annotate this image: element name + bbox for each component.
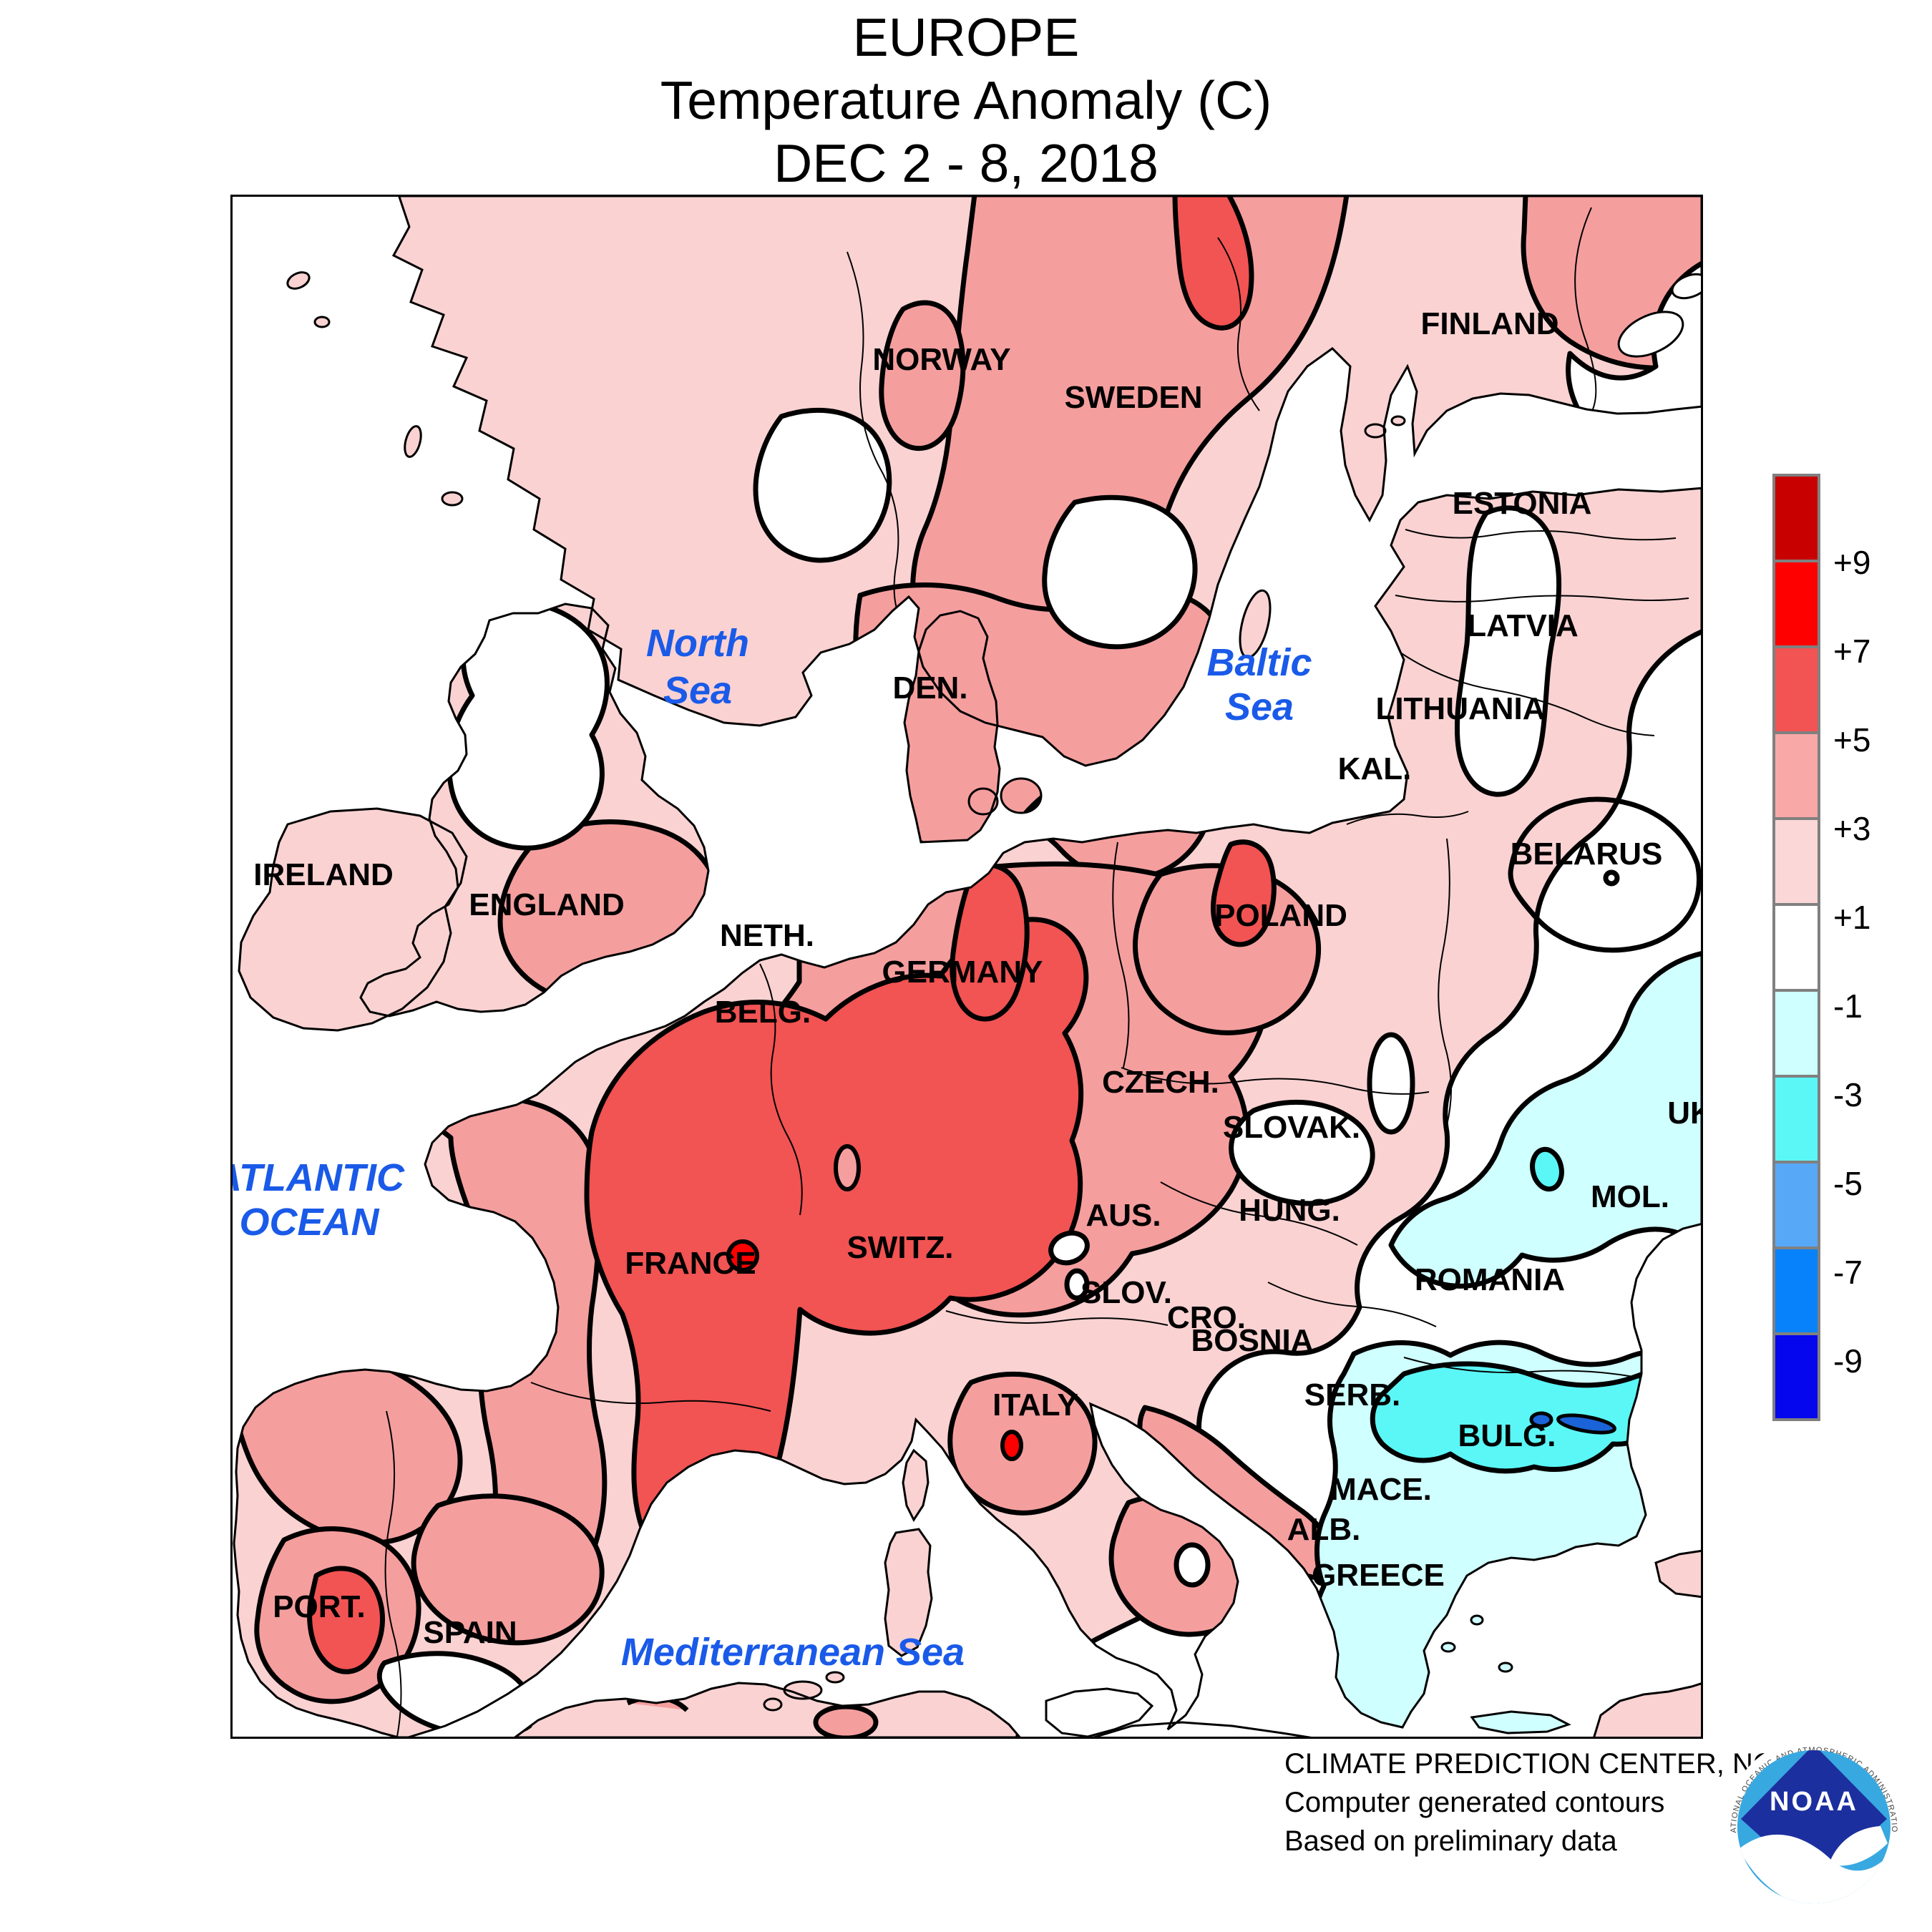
country-label-england: ENGLAND: [469, 887, 625, 922]
colorbar-cell-0: [1772, 474, 1820, 562]
country-label-mol: MOL.: [1591, 1179, 1669, 1214]
credit-data: Based on preliminary data: [1284, 1825, 1617, 1857]
map-title: EUROPE: [852, 7, 1080, 67]
contour-minus3-regions: [1370, 1146, 1667, 1474]
country-label-mace: MACE.: [1330, 1472, 1432, 1507]
country-label-switz: SWITZ.: [847, 1230, 953, 1265]
country-label-latvia: LATVIA: [1467, 608, 1579, 643]
colorbar-cell-9: [1772, 1246, 1820, 1335]
colorbar-cell-7: [1772, 1075, 1820, 1163]
europe-anomaly-map: NorthSeaBalticSeaATLANTICOCEANMediterran…: [230, 195, 1703, 1739]
contour-plus5-regions: [307, 195, 1277, 1674]
contour-minus7-spots: [1529, 1411, 1616, 1435]
logo-noaa-text: NOAA: [1770, 1787, 1858, 1817]
sea-label-baltic: Baltic: [1206, 641, 1312, 684]
country-label-finland: FINLAND: [1420, 306, 1558, 341]
colorbar-tick--7: -7: [1833, 1254, 1863, 1291]
map-subtitle: Temperature Anomaly (C): [660, 70, 1272, 130]
country-borders: [384, 207, 1689, 1739]
map-frame: [230, 195, 1703, 1739]
credit-contours: Computer generated contours: [1284, 1787, 1665, 1818]
colorbar-tick--3: -3: [1833, 1076, 1863, 1113]
country-label-slov: SLOV.: [1080, 1275, 1172, 1310]
neutral-white-pockets: [376, 260, 1703, 1739]
country-label-ireland: IRELAND: [253, 857, 394, 892]
sea-label-sea: Sea: [1225, 686, 1294, 728]
country-label-uk: UK: [1667, 1096, 1703, 1131]
logo-gull-body: [1739, 1834, 1890, 1903]
sea-labels: NorthSeaBalticSeaATLANTICOCEANMediterran…: [230, 622, 1312, 1674]
sea-label-atlantic: ATLANTIC: [230, 1156, 405, 1199]
sea-label-sea: Sea: [663, 669, 732, 712]
country-label-kal: KAL.: [1338, 751, 1412, 786]
country-label-czech: CZECH.: [1102, 1065, 1219, 1100]
country-label-romania: ROMANIA: [1415, 1262, 1565, 1297]
colorbar-tick--9: -9: [1833, 1342, 1863, 1380]
map-date-range: DEC 2 - 8, 2018: [774, 133, 1158, 193]
country-label-hung: HUNG.: [1239, 1193, 1340, 1228]
noaa-logo: NATIONAL OCEANIC AND ATMOSPHERIC ADMINIS…: [1723, 1736, 1903, 1916]
colorbar-tick-+9: +9: [1833, 544, 1871, 581]
colorbar-cell-3: [1772, 731, 1820, 820]
colorbar-tick--5: -5: [1833, 1165, 1863, 1202]
colorbar-tick-+1: +1: [1833, 899, 1871, 936]
colorbar-cell-6: [1772, 989, 1820, 1078]
country-label-germany: GERMANY: [882, 955, 1043, 990]
sea-label-ocean: OCEAN: [239, 1201, 379, 1244]
country-label-bulg: BULG.: [1458, 1418, 1556, 1453]
salmon-pocket: [834, 1144, 861, 1191]
country-label-bosnia: BOSNIA: [1191, 1323, 1313, 1358]
country-label-belg: BELG.: [715, 995, 811, 1030]
country-label-alb: ALB.: [1287, 1512, 1361, 1547]
country-label-france: FRANCE: [625, 1246, 756, 1281]
logo-gull-wing: [1830, 1826, 1888, 1866]
lakes: [1617, 273, 1703, 358]
contour-plus7-spots: [726, 1239, 1023, 1461]
country-label-norway: NORWAY: [872, 342, 1010, 377]
country-label-greece: GREECE: [1312, 1558, 1445, 1593]
country-label-port: PORT.: [273, 1589, 366, 1624]
country-label-lithuania: LITHUANIA: [1375, 691, 1545, 726]
country-label-spain: SPAIN: [423, 1615, 517, 1650]
sea-label-mediterraneansea: Mediterranean Sea: [621, 1631, 965, 1674]
anomaly-colorbar: [1772, 474, 1820, 1421]
country-label-cro: CRO.: [1167, 1300, 1246, 1335]
country-label-aus: AUS.: [1085, 1198, 1161, 1233]
country-label-poland: POLAND: [1214, 898, 1347, 933]
country-label-belarus: BELARUS: [1511, 836, 1663, 872]
belarus-contour-loop: [1508, 796, 1702, 953]
country-labels: NORWAY SWEDEN FINLAND ESTONIA LATVIA LITHUANI…: [253, 306, 1703, 1650]
country-label-estonia: ESTONIA: [1453, 486, 1592, 521]
colorbar-tick-+7: +7: [1833, 633, 1871, 670]
country-label-italy: ITALY: [992, 1387, 1078, 1423]
colorbar-tick-+5: +5: [1833, 721, 1871, 758]
colorbar-cell-5: [1772, 903, 1820, 992]
colorbar-cell-4: [1772, 817, 1820, 906]
colorbar-tick-+3: +3: [1833, 810, 1871, 847]
country-label-neth: NETH.: [720, 918, 814, 953]
country-label-serb: SERB.: [1304, 1377, 1400, 1413]
colorbar-cell-8: [1772, 1161, 1820, 1249]
colorbar-cell-2: [1772, 645, 1820, 734]
colorbar-cell-10: [1772, 1332, 1820, 1421]
country-label-slovak: SLOVAK.: [1223, 1110, 1360, 1145]
country-label-sweden: SWEDEN: [1064, 380, 1202, 415]
colorbar-tick--1: -1: [1833, 987, 1863, 1025]
sea-label-north: North: [646, 622, 749, 665]
colorbar-cell-1: [1772, 560, 1820, 648]
country-label-den: DEN.: [892, 670, 967, 706]
